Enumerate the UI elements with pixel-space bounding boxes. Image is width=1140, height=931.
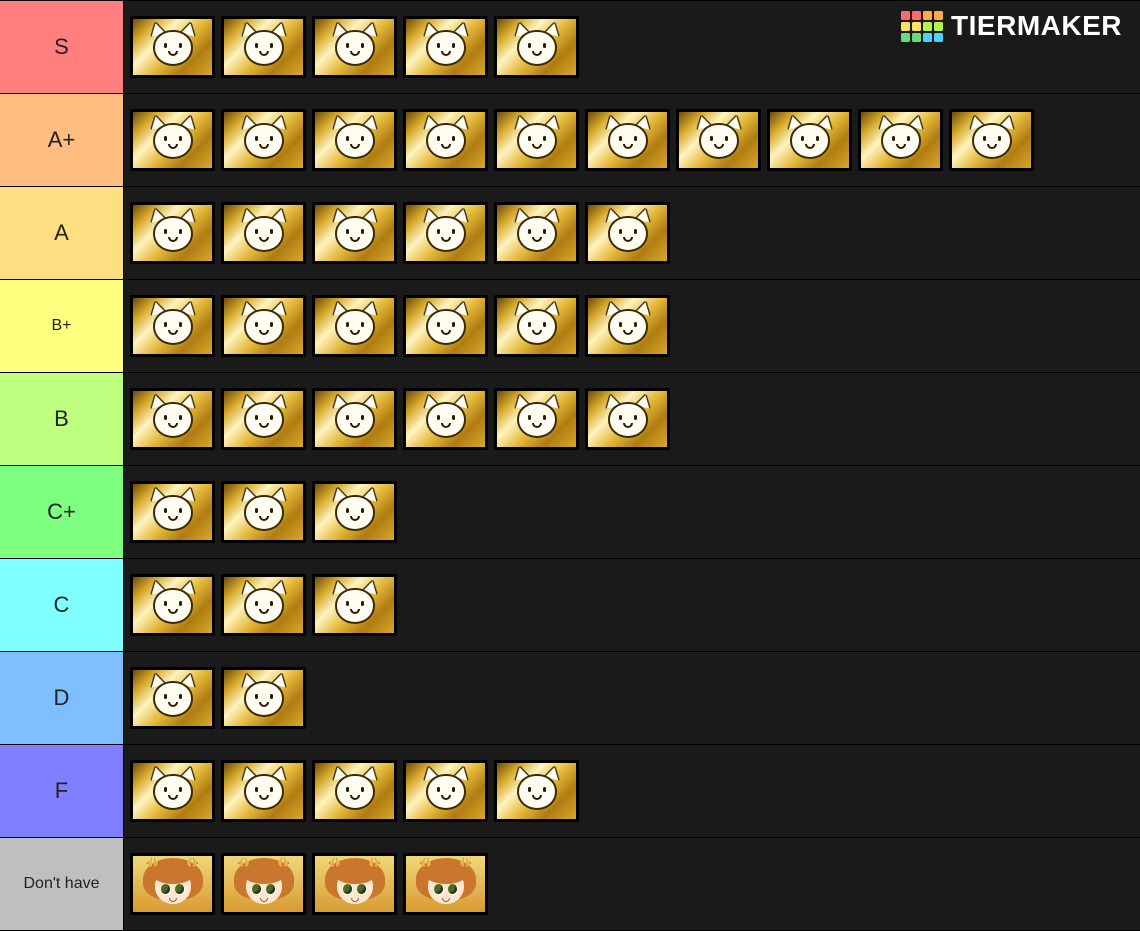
anime-unit-1[interactable] — [130, 853, 215, 915]
tier-items[interactable] — [124, 745, 1140, 837]
tiermaker-logo-icon — [901, 11, 943, 42]
cat-unit-44[interactable] — [312, 760, 397, 822]
cat-unit-4[interactable] — [403, 16, 488, 78]
tiermaker-logo-text: TIERMAKER — [951, 10, 1122, 42]
cat-unit-18[interactable] — [312, 202, 397, 264]
tiermaker-logo: TIERMAKER — [901, 10, 1122, 42]
tier-label[interactable]: B+ — [0, 280, 124, 372]
tier-row: A+ — [0, 93, 1140, 186]
cat-unit-24[interactable] — [312, 295, 397, 357]
cat-unit-45[interactable] — [403, 760, 488, 822]
cat-unit-32[interactable] — [494, 388, 579, 450]
cat-unit-26[interactable] — [494, 295, 579, 357]
cat-unit-41[interactable] — [221, 667, 306, 729]
tier-label[interactable]: F — [0, 745, 124, 837]
cat-unit-46[interactable] — [494, 760, 579, 822]
cat-unit-20[interactable] — [494, 202, 579, 264]
tier-row: F — [0, 744, 1140, 837]
cat-unit-15[interactable] — [949, 109, 1034, 171]
cat-unit-6[interactable] — [130, 109, 215, 171]
tier-label[interactable]: S — [0, 1, 124, 93]
cat-unit-17[interactable] — [221, 202, 306, 264]
tier-items[interactable] — [124, 466, 1140, 558]
cat-unit-30[interactable] — [312, 388, 397, 450]
cat-unit-37[interactable] — [130, 574, 215, 636]
tier-items[interactable] — [124, 559, 1140, 651]
cat-unit-14[interactable] — [858, 109, 943, 171]
cat-unit-34[interactable] — [130, 481, 215, 543]
cat-unit-22[interactable] — [130, 295, 215, 357]
tier-row: D — [0, 651, 1140, 744]
tier-row: B — [0, 372, 1140, 465]
cat-unit-36[interactable] — [312, 481, 397, 543]
tier-list: TIERMAKER SA+AB+BC+CDFDon't have — [0, 0, 1140, 931]
cat-unit-16[interactable] — [130, 202, 215, 264]
cat-unit-8[interactable] — [312, 109, 397, 171]
tier-label[interactable]: B — [0, 373, 124, 465]
tier-label[interactable]: A — [0, 187, 124, 279]
tier-row: C+ — [0, 465, 1140, 558]
cat-unit-7[interactable] — [221, 109, 306, 171]
cat-unit-42[interactable] — [130, 760, 215, 822]
tier-items[interactable] — [124, 187, 1140, 279]
tier-label[interactable]: C+ — [0, 466, 124, 558]
tier-row: B+ — [0, 279, 1140, 372]
anime-unit-3[interactable] — [312, 853, 397, 915]
tier-label[interactable]: Don't have — [0, 838, 124, 930]
cat-unit-35[interactable] — [221, 481, 306, 543]
cat-unit-39[interactable] — [312, 574, 397, 636]
tier-row: A — [0, 186, 1140, 279]
tier-label[interactable]: C — [0, 559, 124, 651]
cat-unit-25[interactable] — [403, 295, 488, 357]
tier-items[interactable] — [124, 838, 1140, 930]
cat-unit-5[interactable] — [494, 16, 579, 78]
cat-unit-43[interactable] — [221, 760, 306, 822]
cat-unit-40[interactable] — [130, 667, 215, 729]
cat-unit-38[interactable] — [221, 574, 306, 636]
cat-unit-27[interactable] — [585, 295, 670, 357]
cat-unit-13[interactable] — [767, 109, 852, 171]
tier-items[interactable] — [124, 94, 1140, 186]
tier-items[interactable] — [124, 280, 1140, 372]
cat-unit-2[interactable] — [221, 16, 306, 78]
cat-unit-29[interactable] — [221, 388, 306, 450]
cat-unit-23[interactable] — [221, 295, 306, 357]
cat-unit-11[interactable] — [585, 109, 670, 171]
cat-unit-1[interactable] — [130, 16, 215, 78]
cat-unit-10[interactable] — [494, 109, 579, 171]
tier-label[interactable]: A+ — [0, 94, 124, 186]
cat-unit-21[interactable] — [585, 202, 670, 264]
cat-unit-9[interactable] — [403, 109, 488, 171]
cat-unit-33[interactable] — [585, 388, 670, 450]
cat-unit-19[interactable] — [403, 202, 488, 264]
cat-unit-3[interactable] — [312, 16, 397, 78]
cat-unit-28[interactable] — [130, 388, 215, 450]
tier-row: C — [0, 558, 1140, 651]
cat-unit-12[interactable] — [676, 109, 761, 171]
tier-items[interactable] — [124, 652, 1140, 744]
tier-items[interactable] — [124, 373, 1140, 465]
anime-unit-2[interactable] — [221, 853, 306, 915]
tier-row: Don't have — [0, 837, 1140, 931]
anime-unit-4[interactable] — [403, 853, 488, 915]
tier-label[interactable]: D — [0, 652, 124, 744]
cat-unit-31[interactable] — [403, 388, 488, 450]
